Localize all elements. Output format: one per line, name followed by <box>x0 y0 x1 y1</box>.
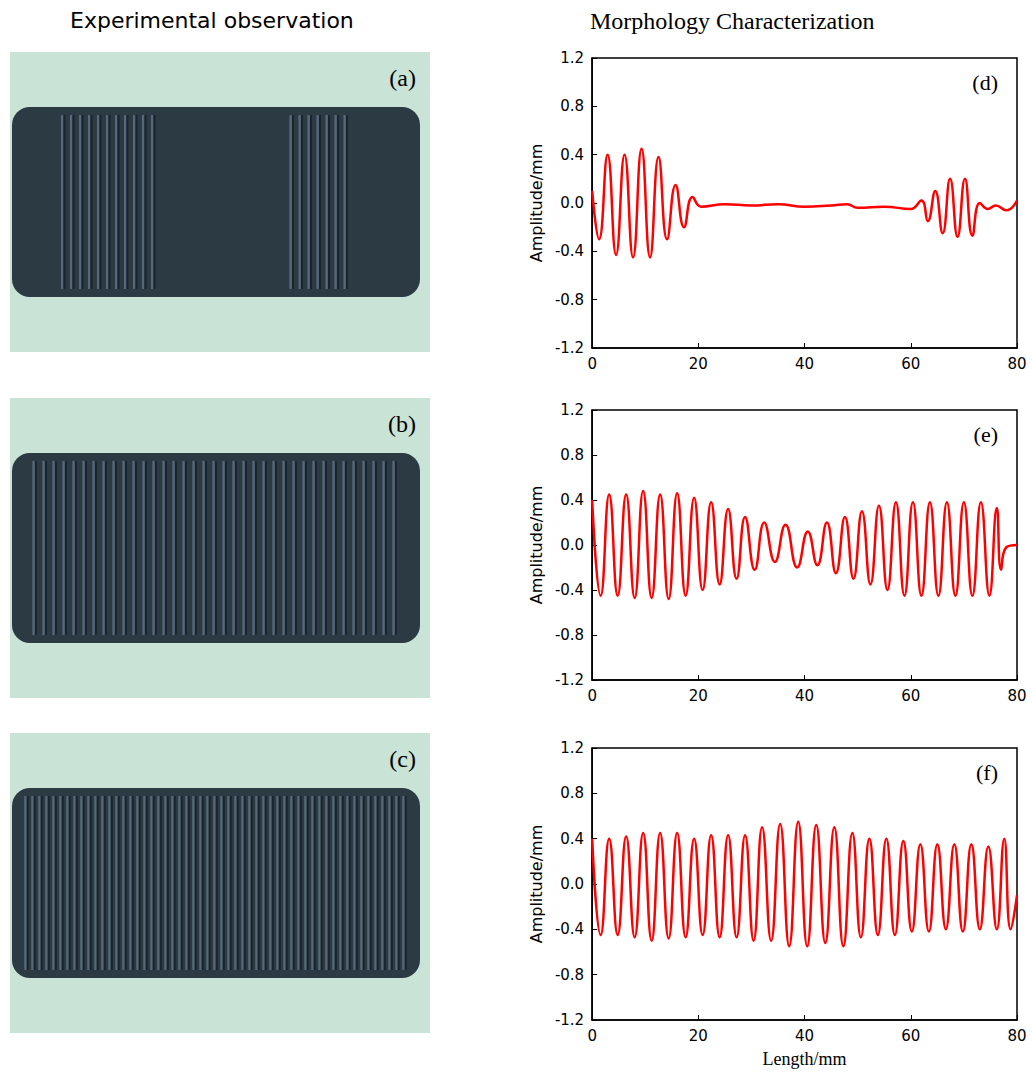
svg-text:-1.2: -1.2 <box>555 671 584 689</box>
svg-text:-0.8: -0.8 <box>555 966 584 984</box>
svg-text:60: 60 <box>901 355 920 373</box>
svg-text:(a): (a) <box>389 65 416 91</box>
svg-text:-0.8: -0.8 <box>555 291 584 309</box>
svg-text:0.0: 0.0 <box>560 194 584 212</box>
svg-text:Amplitude/mm: Amplitude/mm <box>527 486 546 605</box>
svg-text:Amplitude/mm: Amplitude/mm <box>527 144 546 263</box>
svg-text:-0.8: -0.8 <box>555 626 584 644</box>
svg-text:0.8: 0.8 <box>560 97 584 115</box>
svg-text:0.0: 0.0 <box>560 875 584 893</box>
svg-text:20: 20 <box>689 355 708 373</box>
svg-text:60: 60 <box>901 1027 920 1045</box>
svg-text:1.2: 1.2 <box>560 739 584 757</box>
svg-text:40: 40 <box>795 1027 814 1045</box>
svg-text:0: 0 <box>587 355 597 373</box>
svg-text:80: 80 <box>1007 1027 1026 1045</box>
svg-text:-1.2: -1.2 <box>555 339 584 357</box>
svg-text:0: 0 <box>587 1027 597 1045</box>
svg-text:0.4: 0.4 <box>560 830 584 848</box>
svg-text:(d): (d) <box>972 70 998 95</box>
svg-text:0.8: 0.8 <box>560 446 584 464</box>
svg-text:Length/mm: Length/mm <box>763 1049 847 1069</box>
svg-text:(b): (b) <box>388 411 416 437</box>
svg-text:1.2: 1.2 <box>560 401 584 419</box>
svg-text:-0.4: -0.4 <box>555 581 584 599</box>
svg-text:20: 20 <box>689 687 708 705</box>
svg-text:(c): (c) <box>389 746 416 772</box>
svg-text:40: 40 <box>795 355 814 373</box>
svg-text:0: 0 <box>587 687 597 705</box>
svg-text:0.0: 0.0 <box>560 536 584 554</box>
svg-text:20: 20 <box>689 1027 708 1045</box>
svg-text:(f): (f) <box>976 760 998 785</box>
svg-text:-0.4: -0.4 <box>555 242 584 260</box>
svg-text:0.4: 0.4 <box>560 491 584 509</box>
svg-text:-1.2: -1.2 <box>555 1011 584 1029</box>
html-text:Morphology Characterization: Morphology Characterization <box>590 8 875 34</box>
svg-text:60: 60 <box>901 687 920 705</box>
svg-text:0.8: 0.8 <box>560 784 584 802</box>
svg-text:1.2: 1.2 <box>560 49 584 67</box>
html-text:Experimental observation: Experimental observation <box>70 8 354 33</box>
svg-text:40: 40 <box>795 687 814 705</box>
svg-text:80: 80 <box>1007 687 1026 705</box>
svg-text:Amplitude/mm: Amplitude/mm <box>527 825 546 944</box>
svg-text:(e): (e) <box>974 422 998 447</box>
svg-text:80: 80 <box>1007 355 1026 373</box>
svg-text:-0.4: -0.4 <box>555 920 584 938</box>
svg-text:0.4: 0.4 <box>560 146 584 164</box>
